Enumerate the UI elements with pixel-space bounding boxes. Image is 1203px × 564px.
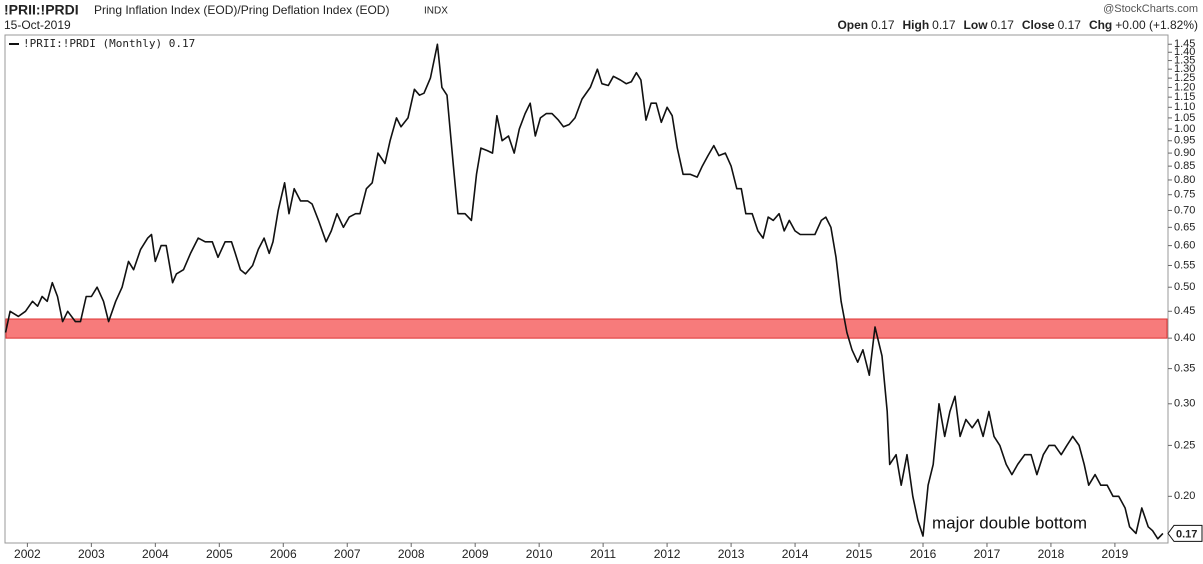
y-tick-label: 0.20 [1174,490,1195,502]
symbol: !PRII:!PRDI [4,2,79,18]
y-tick-label: 1.35 [1174,54,1195,66]
x-tick-label: 2016 [910,547,937,561]
x-tick-label: 2004 [142,547,169,561]
quote-label: Chg [1089,18,1112,32]
y-tick-label: 0.55 [1174,259,1195,271]
last-price-box [1167,524,1203,542]
x-tick-label: 2018 [1038,547,1065,561]
y-tick-label: 1.15 [1174,91,1195,103]
x-tick-label: 2019 [1102,547,1129,561]
quote: +0.00 (+1.82%)Chg0.17Close0.17Low0.17Hig… [837,18,1198,32]
y-tick-label: 0.80 [1174,174,1195,186]
x-tick-label: 2005 [206,547,233,561]
quote-value: +0.00 (+1.82%) [1115,18,1198,32]
last-price-label: 0.17 [1176,528,1197,540]
x-tick-label: 2009 [462,547,489,561]
x-tick-label: 2013 [718,547,745,561]
annotation: major double bottom [932,513,1087,532]
index-name: Pring Inflation Index (EOD)/Pring Deflat… [94,3,389,17]
x-tick-label: 2017 [974,547,1001,561]
y-tick-label: 0.25 [1174,439,1195,451]
y-tick-label: 0.50 [1174,281,1195,293]
exchange: INDX [424,6,448,17]
y-tick-label: 0.45 [1174,305,1195,317]
price-line [4,43,1164,540]
y-tick-label: 1.30 [1174,63,1195,75]
y-tick-label: 1.40 [1174,46,1195,58]
brand: @StockCharts.com [1103,3,1198,15]
date: 15-Oct-2019 [4,18,71,32]
y-tick-label: 0.30 [1174,398,1195,410]
y-tick-label: 0.70 [1174,204,1195,216]
y-tick-label: 0.40 [1174,332,1195,344]
x-tick-label: 2010 [526,547,553,561]
y-tick-label: 1.10 [1174,101,1195,113]
plot-frame [4,34,1169,544]
x-tick-label: 2012 [654,547,681,561]
y-tick-label: 1.45 [1174,38,1195,50]
quote-value: 0.17 [1058,18,1082,32]
quote-label: Open [837,18,868,32]
x-tick-label: 2002 [14,547,41,561]
x-tick-label: 2006 [270,547,297,561]
y-tick-label: 1.20 [1174,81,1195,93]
quote-value: 0.17 [871,18,895,32]
y-tick-label: 0.75 [1174,189,1195,201]
x-tick-label: 2014 [782,547,809,561]
y-tick-label: 0.85 [1174,160,1195,172]
y-tick-label: 1.25 [1174,72,1195,84]
x-tick-label: 2003 [78,547,105,561]
legend-label: !PRII:!PRDI (Monthly) 0.17 [23,37,195,50]
y-tick-label: 0.65 [1174,221,1195,233]
x-tick-label: 2015 [846,547,873,561]
x-tick-label: 2008 [398,547,425,561]
y-tick-label: 0.90 [1174,147,1195,159]
quote-value: 0.17 [932,18,956,32]
y-tick-label: 1.00 [1174,123,1195,135]
y-tick-label: 0.95 [1174,135,1195,147]
quote-label: Low [964,18,989,32]
quote-label: Close [1022,18,1055,32]
x-tick-label: 2011 [590,547,616,561]
y-tick-label: 0.60 [1174,240,1195,252]
x-tick-label: 2007 [334,547,361,561]
y-tick-label: 0.35 [1174,363,1195,375]
quote-label: High [903,18,930,32]
support-band [5,318,1168,339]
y-tick-label: 1.05 [1174,112,1195,124]
quote-value: 0.17 [991,18,1015,32]
